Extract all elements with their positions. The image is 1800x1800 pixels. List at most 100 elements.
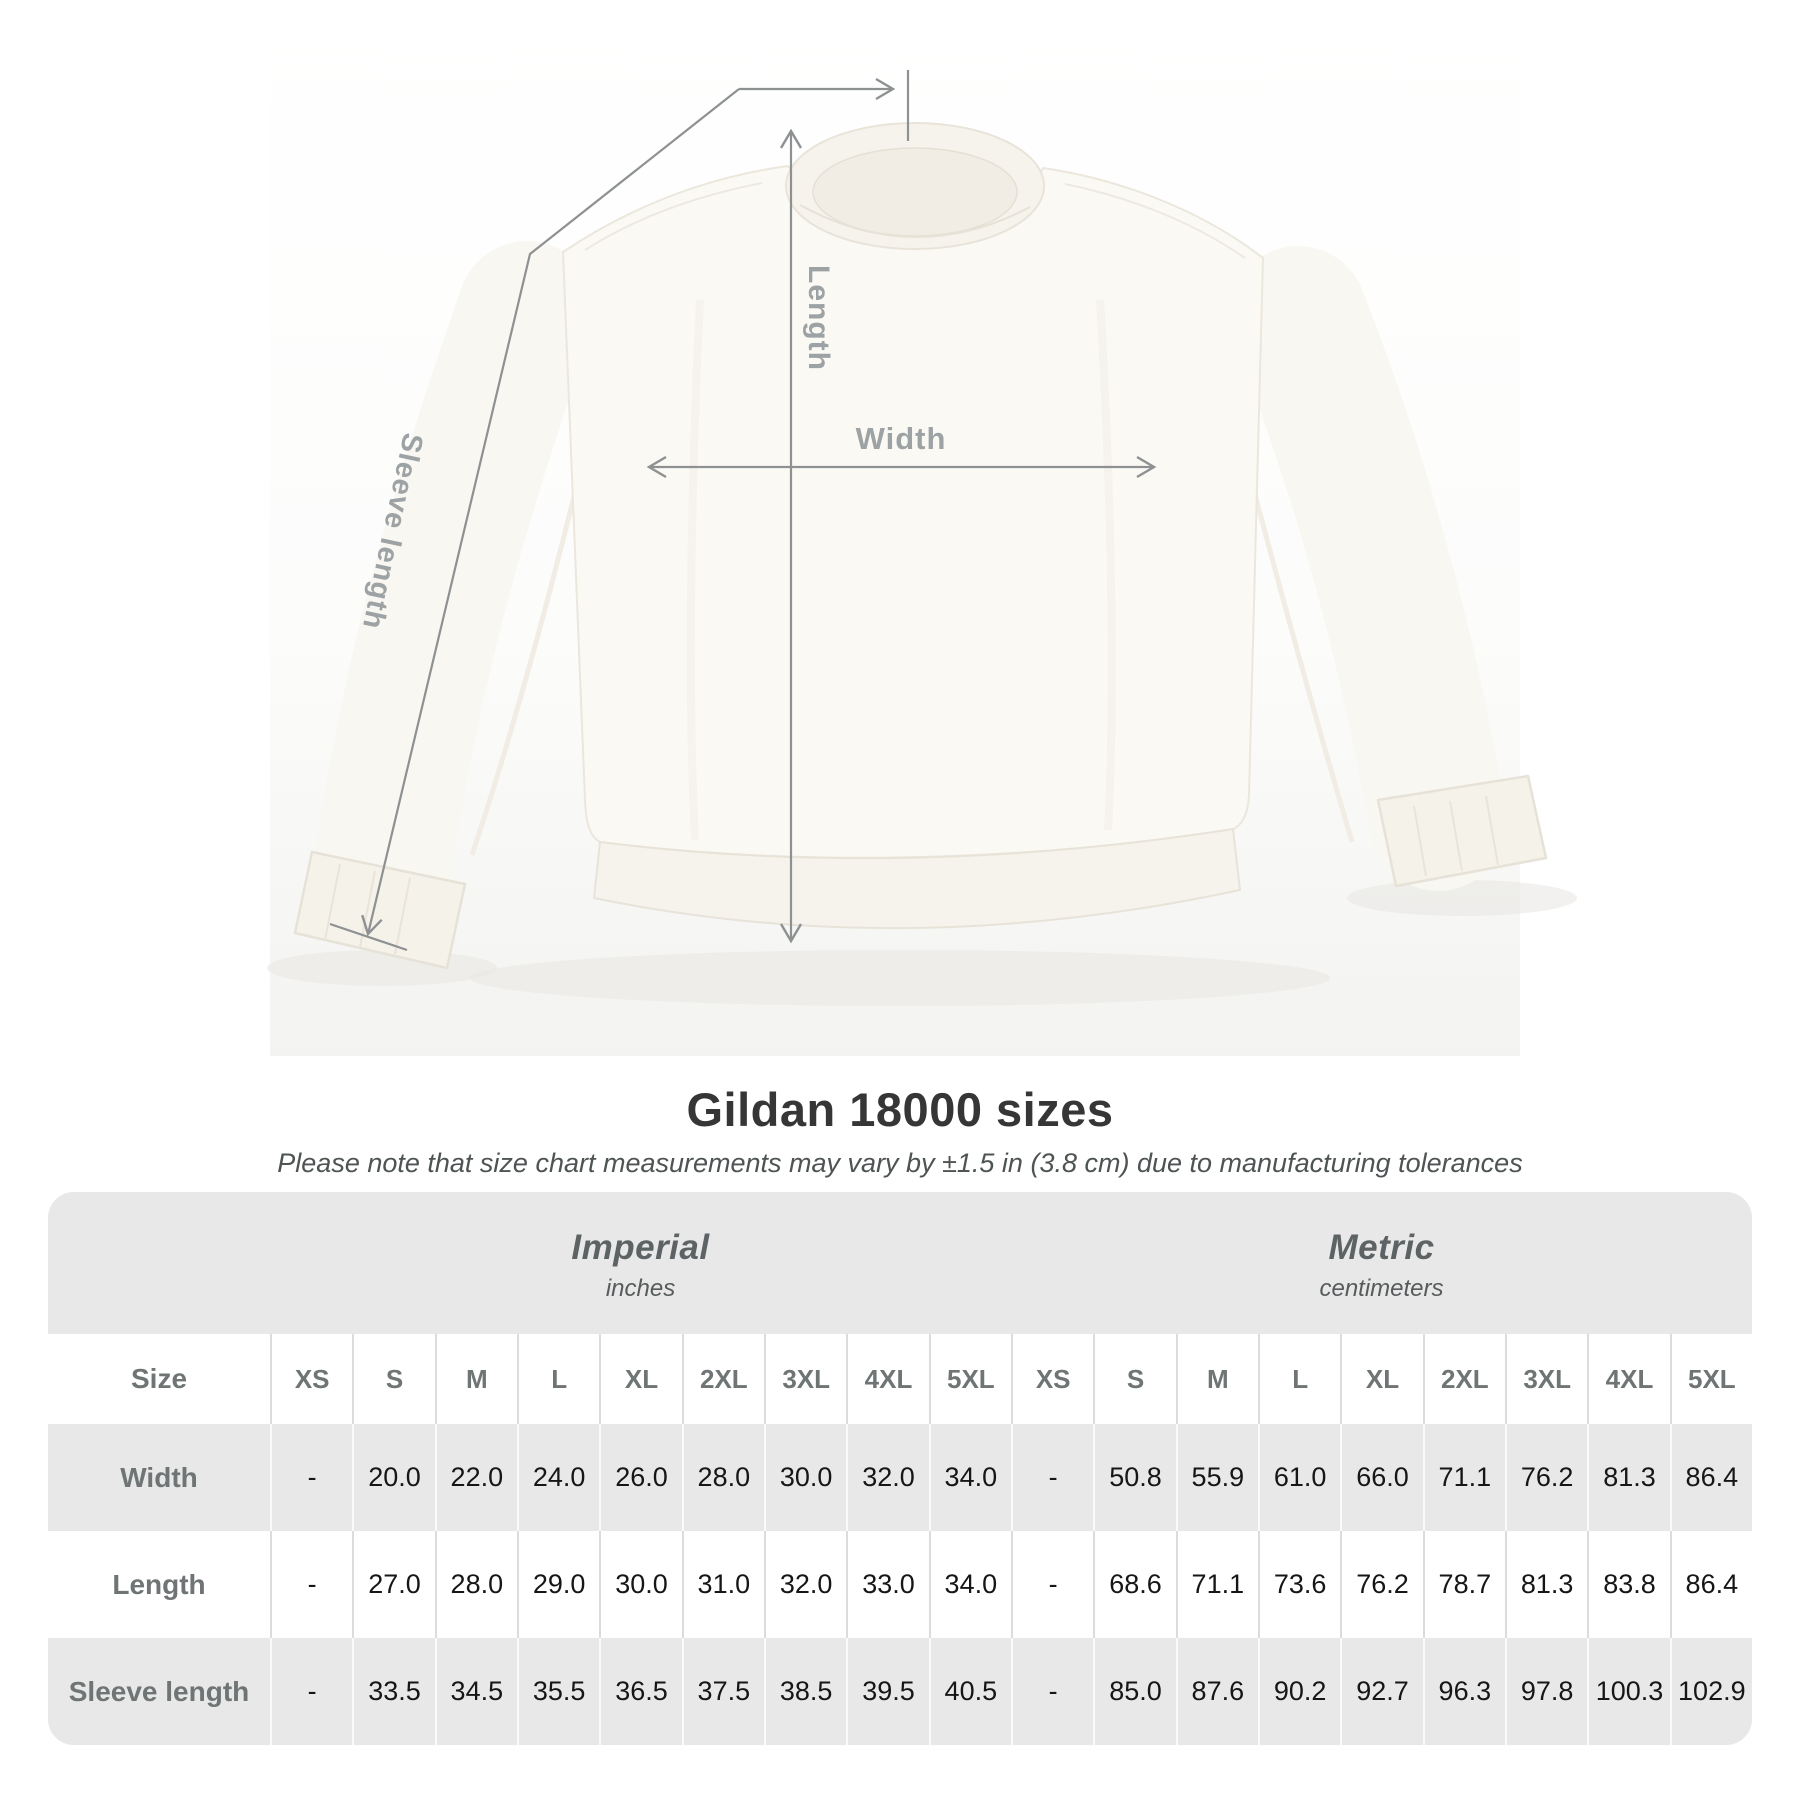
size-header-row-cell-8: 5XL [928,1334,1011,1424]
size-header-row-label: Size [130,1363,188,1394]
length-row-cell-4: 30.0 [599,1531,681,1638]
length-row-cell-7: 33.0 [846,1531,928,1638]
length-row-cell-5: 31.0 [681,1531,764,1638]
right-shoulder-seam [1064,183,1246,259]
length-row-cell-17: 86.4 [1669,1531,1752,1638]
sleeve-length-row-cell-10: 85.0 [1093,1638,1175,1745]
size-header-row-cell-1: S [352,1334,434,1424]
width-row-cell-6: 30.0 [764,1424,846,1531]
left-shoulder-seam [584,182,763,251]
width-dimension-label: Width [856,421,947,456]
imperial-unit-header: Imperial inches [270,1192,1011,1334]
sleeve-length-row-cell-1: 33.5 [352,1638,434,1745]
sleeve-end-tick [329,922,408,952]
width-row-cell-13: 66.0 [1340,1424,1422,1531]
size-header-row-cell-10: S [1093,1334,1175,1424]
right-cuff [1376,774,1548,888]
length-row-cell-14: 78.7 [1422,1531,1505,1638]
size-grid: Size XS S M L XL 2XL 3XL 4XL 5XL XS S M L XL 2XL 3XL 4XL 5… [48,1334,1752,1745]
sleeve-length-row-cell-16: 100.3 [1587,1638,1669,1745]
length-row-cell-9: - [1011,1531,1093,1638]
right-cuff-shadow [1347,880,1577,916]
collar-inner [812,147,1018,237]
left-cuff-shadow [267,950,497,986]
length-row-cell-2: 28.0 [434,1531,517,1638]
size-header-row-cell-2: M [434,1334,517,1424]
length-row-cell-10: 68.6 [1093,1531,1175,1638]
collar-seam [799,204,1031,238]
size-header-row-cell-12: L [1258,1334,1340,1424]
length-row-cell-12: 73.6 [1258,1531,1340,1638]
sleeve-length-row-label: Sleeve length [68,1675,250,1707]
sleeve-length-row-cell-15: 97.8 [1505,1638,1587,1745]
sleeve-length-row-cell-3: 35.5 [517,1638,599,1745]
size-header-row-cell-13: XL [1340,1334,1422,1424]
length-row-label: Length [112,1568,206,1600]
left-sleeve [314,241,596,931]
length-row-cell-1: 27.0 [352,1531,434,1638]
metric-label: Metric [1328,1227,1435,1267]
sleeve-length-row-cell-14: 96.3 [1422,1638,1505,1745]
sleeve-length-row-cell-7: 39.5 [846,1638,928,1745]
sleeve-length-row: Sleeve length -33.5 34.5 35.5 36.5 37.5 38.5 39… [48,1638,1752,1745]
metric-unit-header: Metric centimeters [1011,1192,1752,1334]
hem-shadow [470,950,1330,1006]
imperial-sublabel: inches [605,1274,676,1302]
sleeve-length-row-cell-5: 37.5 [681,1638,764,1745]
length-row-cell-11: 71.1 [1175,1531,1258,1638]
size-table: Imperial inches Metric centimeters Size X… [48,1192,1752,1745]
length-row-cell-16: 83.8 [1587,1531,1669,1638]
sleeve-length-row-cell-9: - [1011,1638,1093,1745]
size-header-row-cell-5: 2XL [681,1334,764,1424]
width-row-cell-2: 22.0 [434,1424,517,1531]
sleeve-length-row-cell-11: 87.6 [1175,1638,1258,1745]
length-dimension-label: Length [802,265,835,371]
width-row-cell-12: 61.0 [1258,1424,1340,1531]
width-row-cell-1: 20.0 [352,1424,434,1531]
length-row-cell-6: 32.0 [764,1531,846,1638]
width-row-cell-14: 71.1 [1422,1424,1505,1531]
body-drape-right [1096,299,1116,831]
size-header-row-cell-16: 4XL [1587,1334,1669,1424]
width-row-cell-10: 50.8 [1093,1424,1175,1531]
width-row-cell-16: 81.3 [1587,1424,1669,1531]
width-row-cell-5: 28.0 [681,1424,764,1531]
length-row-cell-0: - [270,1531,352,1638]
width-row-cell-17: 86.4 [1669,1424,1752,1531]
unit-band-spacer [48,1192,270,1334]
width-row-cell-3: 24.0 [517,1424,599,1531]
length-row-cell-15: 81.3 [1505,1531,1587,1638]
sleeve-length-row-cell-13: 92.7 [1340,1638,1422,1745]
length-row-cell-8: 34.0 [928,1531,1011,1638]
size-header-row-cell-6: 3XL [764,1334,846,1424]
width-row-label: Width [120,1461,198,1493]
sleeve-length-row-cell-12: 90.2 [1258,1638,1340,1745]
page-title: Gildan 18000 sizes [686,1083,1114,1136]
sleeve-length-row-cell-17: 102.9 [1669,1638,1752,1745]
width-row-cell-0: - [270,1424,352,1531]
tolerance-note: Please note that size chart measurements… [277,1148,1523,1178]
hem-band [593,828,1241,930]
sleeve-length-line [361,88,740,937]
width-row-cell-9: - [1011,1424,1093,1531]
length-row-cell-13: 76.2 [1340,1531,1422,1638]
length-row-cell-3: 29.0 [517,1531,599,1638]
body-drape-left [686,299,704,841]
size-header-row-cell-14: 2XL [1422,1334,1505,1424]
size-header-row-cell-3: L [517,1334,599,1424]
sleeve-length-row-cell-0: - [270,1638,352,1745]
size-header-row-cell-17: 5XL [1669,1334,1752,1424]
size-header-row: Size XS S M L XL 2XL 3XL 4XL 5XL XS S M L XL 2XL 3XL 4XL 5… [48,1334,1752,1424]
right-sleeve [1229,246,1507,891]
width-row-cell-8: 34.0 [928,1424,1011,1531]
size-header-row-cell-9: XS [1011,1334,1093,1424]
sleeve-length-row-cell-6: 38.5 [764,1638,846,1745]
size-header-row-cell-15: 3XL [1505,1334,1587,1424]
sleeve-length-row-cell-8: 40.5 [928,1638,1011,1745]
width-row-cell-11: 55.9 [1175,1424,1258,1531]
width-row: Width -20.0 22.0 24.0 26.0 28.0 30.0 32.0 34.0-5… [48,1424,1752,1531]
imperial-label: Imperial [571,1227,710,1267]
size-header-row-cell-11: M [1175,1334,1258,1424]
width-row-cell-7: 32.0 [846,1424,928,1531]
unit-band: Imperial inches Metric centimeters [48,1192,1752,1334]
